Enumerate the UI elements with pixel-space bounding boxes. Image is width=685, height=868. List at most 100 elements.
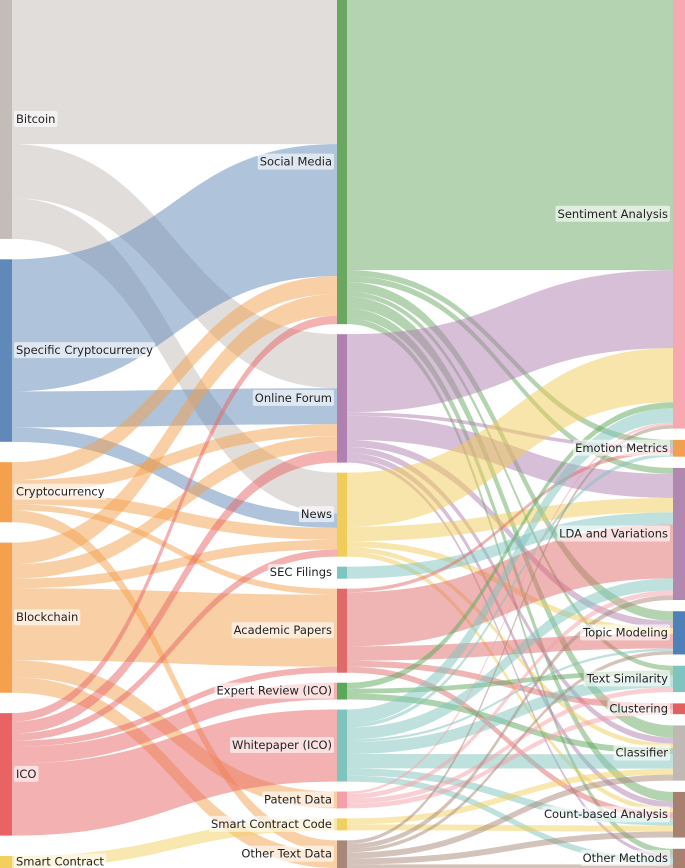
label-background <box>580 624 670 641</box>
link <box>347 453 673 808</box>
link <box>347 439 673 629</box>
node <box>337 840 347 868</box>
node-label: News <box>301 507 332 521</box>
label-background <box>252 389 334 406</box>
node-label: SEC Filings <box>270 565 332 579</box>
link <box>347 308 673 802</box>
label-background <box>214 682 334 699</box>
link <box>347 709 673 809</box>
label-background <box>208 815 334 832</box>
node <box>337 588 347 673</box>
label-background <box>230 737 334 754</box>
node <box>337 791 347 809</box>
labels: Bitcoin Specific Cryptocurrency Cryptocurr… <box>14 110 671 868</box>
link <box>347 524 673 647</box>
link <box>12 424 337 493</box>
link <box>347 402 673 689</box>
label-background <box>580 849 671 866</box>
label-background <box>14 609 81 626</box>
label-background <box>298 506 335 523</box>
link <box>347 270 673 413</box>
label-background <box>613 744 671 761</box>
node <box>337 682 347 700</box>
link <box>347 768 673 825</box>
label-background <box>573 439 671 456</box>
link <box>12 436 337 579</box>
node-label: Count-based Analysis <box>544 807 668 821</box>
node-label: ICO <box>16 767 36 781</box>
node <box>0 259 12 442</box>
node <box>337 818 347 831</box>
node-label: Bitcoin <box>16 112 55 126</box>
node <box>337 566 347 579</box>
label-background <box>607 700 670 717</box>
link <box>12 549 337 741</box>
link <box>347 774 673 859</box>
link <box>347 831 673 865</box>
link <box>12 588 337 667</box>
node <box>673 0 685 429</box>
link <box>347 425 673 844</box>
link <box>12 427 337 528</box>
node <box>0 462 12 523</box>
link <box>12 660 337 809</box>
label-background <box>14 110 58 127</box>
label-background <box>555 205 671 222</box>
node-label: Clustering <box>609 701 668 715</box>
link <box>12 504 337 595</box>
node <box>673 665 685 693</box>
node-label: Smart Contract <box>16 854 104 868</box>
node-label: Cryptocurrency <box>16 485 105 499</box>
node-label: Online Forum <box>255 391 332 405</box>
link <box>12 144 337 392</box>
label-background <box>231 622 334 639</box>
link <box>347 753 673 769</box>
node-label: Patent Data <box>264 792 332 806</box>
link <box>12 682 337 764</box>
label-background <box>583 670 671 687</box>
node <box>337 334 347 463</box>
node <box>0 713 12 836</box>
link <box>347 675 673 754</box>
link <box>347 449 673 593</box>
link <box>12 294 337 565</box>
link <box>347 595 673 849</box>
label-background <box>14 765 39 782</box>
node <box>673 703 685 715</box>
node-label: Classifier <box>616 746 669 760</box>
link <box>347 291 673 671</box>
label-background <box>541 806 670 823</box>
node-label: Academic Papers <box>234 623 332 637</box>
node-label: Blockchain <box>16 610 78 624</box>
node-label: Other Methods <box>583 851 668 865</box>
node-label: Other Text Data <box>241 847 332 861</box>
node <box>337 709 347 782</box>
label-background <box>267 564 334 581</box>
link <box>12 198 337 514</box>
link <box>347 408 673 724</box>
node <box>673 848 685 868</box>
label-background <box>262 791 334 808</box>
node-label: Expert Review (ICO) <box>217 684 332 698</box>
link <box>347 590 673 799</box>
node <box>0 0 12 239</box>
label-background <box>239 845 334 862</box>
link <box>347 650 673 853</box>
node <box>673 439 685 457</box>
link <box>12 0 337 145</box>
node-label: Smart Contract Code <box>211 817 332 831</box>
node <box>337 0 347 325</box>
link <box>12 666 337 747</box>
link <box>347 0 673 271</box>
link <box>12 539 337 589</box>
link <box>347 453 673 728</box>
node-label: Topic Modeling <box>582 625 668 639</box>
label-background <box>14 483 107 500</box>
link <box>347 666 673 819</box>
link <box>347 578 673 740</box>
node <box>337 472 347 557</box>
link <box>12 510 337 853</box>
links <box>12 0 673 868</box>
